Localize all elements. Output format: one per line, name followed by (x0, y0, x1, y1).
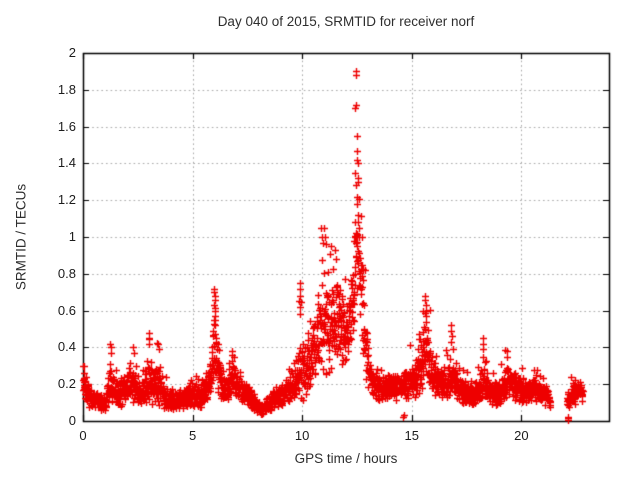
x-tick-label: 15 (404, 428, 419, 443)
y-tick-label: 1.2 (57, 192, 76, 208)
y-tick-label: 0.4 (57, 339, 76, 355)
y-tick-label: 1.8 (57, 81, 76, 97)
x-tick-label: 5 (188, 428, 197, 443)
x-tick-label: 10 (294, 428, 310, 443)
x-tick-label: 0 (79, 428, 87, 443)
y-tick-label: 2 (68, 45, 76, 60)
y-tick-label: 0 (68, 413, 76, 428)
chart-title: Day 040 of 2015, SRMTID for receiver nor… (217, 14, 475, 29)
y-tick-label: 1 (68, 229, 76, 244)
y-tick-label: 0.8 (57, 265, 76, 281)
y-tick-label: 1.4 (57, 155, 76, 171)
y-tick-label: 0.6 (57, 302, 76, 318)
y-tick-label: 0.2 (57, 376, 76, 392)
x-tick-label: 20 (514, 428, 529, 443)
y-tick-label: 1.6 (57, 118, 76, 134)
x-axis-label: GPS time / hours (294, 451, 398, 466)
